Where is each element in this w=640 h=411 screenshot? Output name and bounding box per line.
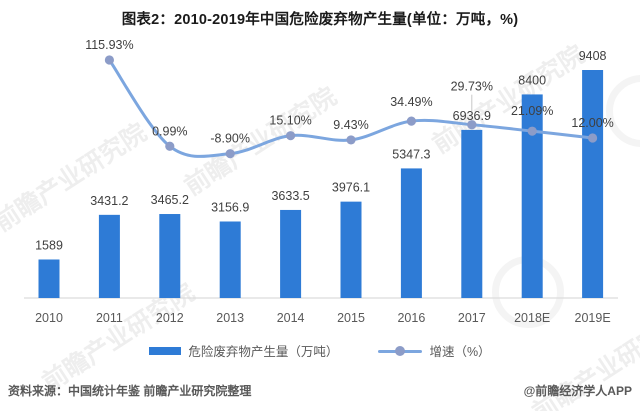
bar-2017 [461,129,483,298]
x-tick-2016: 2016 [397,311,425,325]
bar-2010 [38,259,60,298]
x-tick-2015: 2015 [337,311,365,325]
line-value-label-2013: -8.90% [210,132,250,146]
bar-2013 [219,221,241,298]
bar-value-label-2017: 6936.9 [453,109,491,123]
line-point-2015 [346,135,356,145]
x-tick-2010: 2010 [35,311,63,325]
bar-value-label-2013: 3156.9 [211,200,249,214]
chart-title: 图表2：2010-2019年中国危险废弃物产生量(单位：万吨，%) [121,12,519,28]
legend-item-bars: 危险废弃物产生量（万吨） [149,341,338,360]
data-source-note: 资料来源：中国统计年鉴 前瞻产业研究院整理 [8,384,252,398]
bar-value-label-2016: 5347.3 [392,147,430,161]
bar-2011 [98,214,120,298]
combo-bar-line-chart: 1589 2010 3431.2 2011 3465.2 2012 3156.9 2013 36… [24,38,618,325]
line-value-label-2016: 34.49% [390,95,432,109]
bar-value-label-2018E: 8400 [518,73,546,87]
bar-value-label-2012: 3465.2 [151,193,189,207]
bar-value-label-2011: 3431.2 [90,194,128,208]
x-tick-2011: 2011 [96,311,123,325]
line-point-2017 [467,120,477,130]
line-value-label-2018E: 21.09% [511,104,553,118]
bar-series-swatch [149,346,182,355]
x-tick-2012: 2012 [156,311,184,325]
line-series-swatch [378,345,423,356]
bar-2012 [159,214,181,298]
brand-credit: @前瞻经济学人APP [523,384,632,398]
line-point-2011 [104,55,114,65]
bar-value-label-2014: 3633.5 [271,189,309,203]
bar-value-label-2010: 1589 [35,238,63,252]
bar-value-label-2015: 3976.1 [332,181,370,195]
bar-series-label: 危险废弃物产生量（万吨） [188,345,339,359]
x-tick-2018E: 2018E [514,311,550,325]
line-value-label-2017: 29.73% [451,80,493,94]
line-point-2012 [165,141,175,151]
bar-value-label-2019E: 9408 [579,49,607,63]
line-value-label-2011: 115.93% [85,38,133,52]
bar-2016 [400,168,422,298]
line-value-label-2019E: 12.00% [571,116,613,130]
x-tick-2013: 2013 [216,311,244,325]
x-tick-2014: 2014 [277,311,305,325]
bar-2019E [582,70,604,298]
line-point-2014 [286,131,296,141]
x-tick-2017: 2017 [458,311,486,325]
chart-footer: 资料来源：中国统计年鉴 前瞻产业研究院整理 @前瞻经济学人APP [8,382,632,399]
x-tick-2019E: 2019E [575,311,611,325]
line-series-label: 增速（%） [429,345,491,359]
line-point-2016 [406,116,416,126]
line-value-label-2014: 15.10% [269,114,311,128]
bar-2014 [280,209,302,298]
line-value-label-2015: 9.43% [333,118,368,132]
chart-legend: 危险废弃物产生量（万吨） 增速（%） [0,341,640,360]
line-point-2019E [588,133,598,143]
line-point-2013 [225,149,235,159]
line-value-label-2012: 0.99% [152,124,187,138]
line-point-2018E [527,126,537,136]
bar-2015 [340,201,362,298]
legend-item-line: 增速（%） [378,341,491,360]
bar-2018E [521,94,543,298]
